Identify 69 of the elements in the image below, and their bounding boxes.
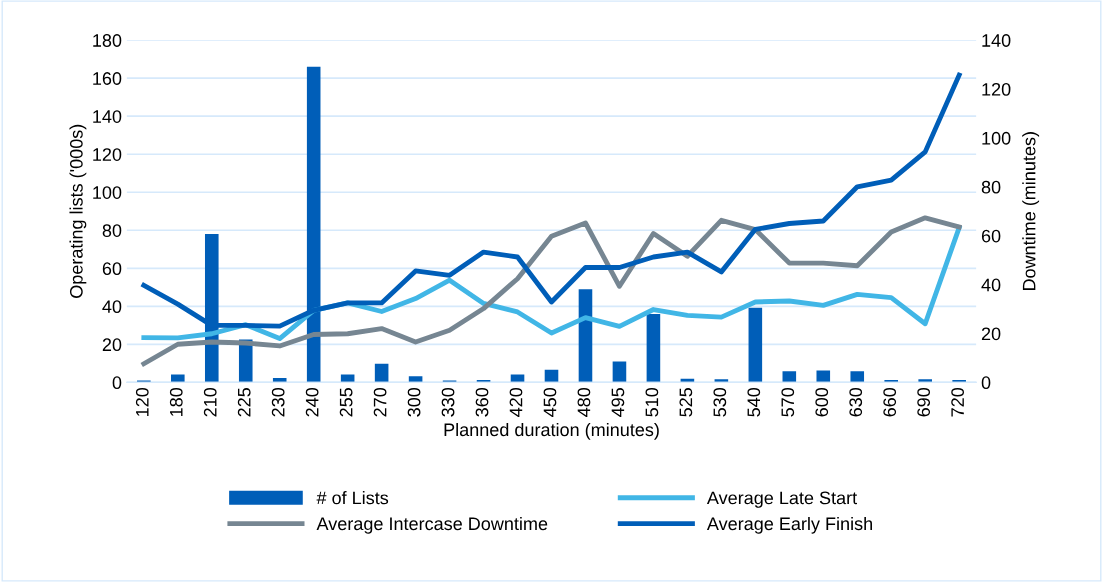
x-tick-label: 240 [305,387,319,417]
x-tick-label: 225 [237,387,251,417]
bar [171,374,185,383]
legend-label: Average Early Finish [706,516,872,534]
x-tick-label: 630 [849,387,863,417]
x-tick-label: 330 [441,387,455,417]
bar [748,307,763,383]
y2-tick-label: 140 [982,34,1011,47]
bar [646,313,661,383]
bar [782,371,797,383]
y2-tick-label: 80 [981,180,1001,194]
y2-tick-label: 60 [981,229,1001,243]
y-tick-label: 100 [93,186,122,199]
bar [578,289,593,383]
legend-label: # of Lists [316,491,389,505]
y2-axis-title: Downtime (minutes) [1022,132,1040,291]
x-tick-label: 210 [203,387,217,417]
x-tick-label: 420 [509,387,523,417]
bar [714,379,729,383]
y2-tick-label: 0 [981,376,991,390]
y-tick-label: 20 [102,338,122,352]
bar [884,380,899,383]
x-tick-label: 495 [611,387,625,417]
y2-tick-label: 100 [982,131,1011,145]
y-tick-label: 160 [93,72,122,85]
x-axis-title: Planned duration (minutes) [444,422,659,440]
bar [612,361,627,383]
x-tick-label: 525 [679,387,693,417]
y2-tick-label: 120 [982,82,1011,96]
x-tick-label: 530 [713,387,727,417]
y-tick-label: 140 [93,110,122,123]
y-tick-label: 120 [93,148,122,161]
x-tick-label: 300 [407,387,421,417]
x-tick-label: 690 [917,387,931,417]
bar [816,370,831,383]
y2-tick-label: 20 [981,327,1001,341]
x-tick-label: 510 [645,387,659,417]
x-tick-label: 180 [169,387,183,416]
y2-tick-label: 40 [981,278,1001,292]
bar [340,374,355,383]
x-tick-label: 120 [135,387,149,416]
bar [850,371,865,383]
y-tick-label: 60 [102,262,122,276]
x-tick-label: 270 [373,387,387,417]
x-tick-label: 360 [475,387,489,417]
x-tick-label: 570 [781,387,795,417]
bar [272,378,287,383]
bar [544,369,559,383]
bar [408,376,423,383]
legend-label: Average Late Start [706,491,857,508]
x-tick-label: 660 [883,387,897,417]
x-tick-label: 600 [815,387,829,417]
x-tick-label: 255 [339,387,353,417]
y-tick-label: 40 [102,300,122,314]
x-tick-label: 450 [543,387,557,417]
y-axis-title: Operating lists ('000s) [69,124,87,298]
bar [918,379,932,383]
x-tick-label: 480 [577,387,591,417]
bar [510,374,525,383]
x-tick-label: 230 [271,387,285,417]
bar [374,363,389,383]
x-tick-label: 720 [951,387,965,417]
y-tick-label: 80 [102,224,122,237]
y-tick-label: 180 [93,34,122,47]
line-series [141,215,962,367]
y-tick-label: 0 [112,376,122,390]
legend-label: Average Intercase Downtime [316,516,548,534]
bar [952,380,966,383]
x-tick-label: 540 [747,387,761,417]
